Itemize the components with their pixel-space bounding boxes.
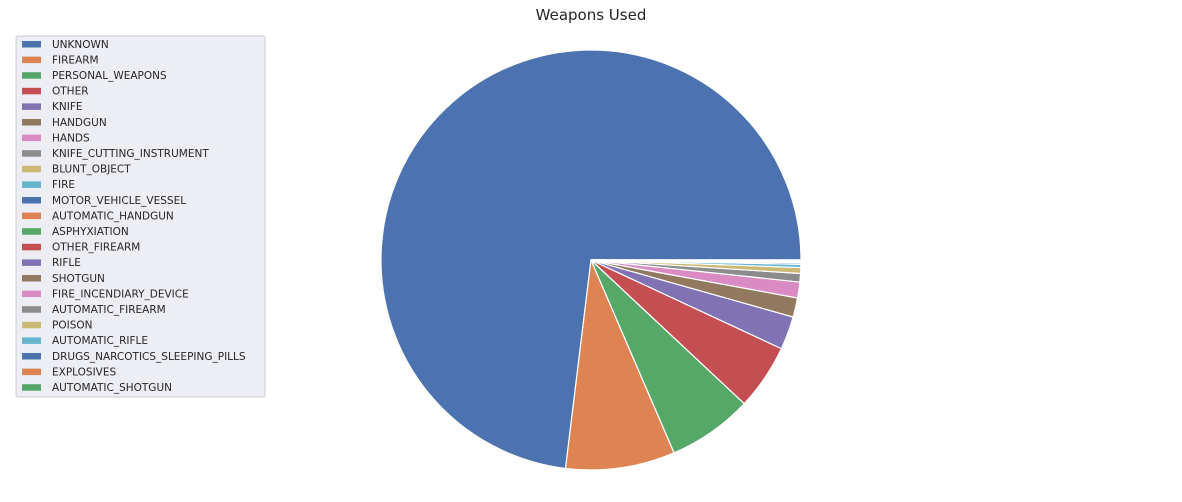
legend-label-hands: HANDS: [52, 132, 90, 144]
legend-swatch-unknown: [22, 41, 41, 48]
pie-slice-unknown: [380, 49, 802, 470]
legend-label-fire: FIRE: [52, 179, 75, 191]
legend-swatch-other-firearm: [22, 243, 41, 251]
legend-swatch-poison: [22, 321, 41, 329]
legend-swatch-knife-cutting-instrument: [22, 150, 41, 157]
legend-label-blunt-object: BLUNT_OBJECT: [52, 164, 131, 176]
legend-label-personal-weapons: PERSONAL_WEAPONS: [52, 70, 167, 82]
legend-label-poison: POISON: [52, 320, 92, 332]
legend-label-shotgun: SHOTGUN: [52, 273, 105, 285]
legend-swatch-asphyxiation: [22, 228, 41, 235]
legend-swatch-fire-incendiary-device: [22, 290, 41, 298]
legend-swatch-personal-weapons: [22, 72, 41, 79]
legend: UNKNOWN FIREARM PERSONAL_WEAPONS OTHER KNIFE…: [15, 35, 266, 398]
legend-label-automatic-handgun: AUTOMATIC_HANDGUN: [52, 210, 174, 222]
legend-swatch-shotgun: [22, 275, 41, 282]
legend-label-asphyxiation: ASPHYXIATION: [52, 226, 129, 238]
legend-label-unknown: UNKNOWN: [52, 39, 109, 51]
pie-slices: [380, 49, 802, 471]
legend-swatch-drugs-narcotics-sleeping-pills: [22, 353, 41, 360]
legend-label-firearm: FIREARM: [52, 54, 99, 66]
legend-label-knife-cutting-instrument: KNIFE_CUTTING_INSTRUMENT: [52, 148, 209, 160]
chart-title: Weapons Used: [535, 6, 647, 24]
legend-label-motor-vehicle-vessel: MOTOR_VEHICLE_VESSEL: [52, 195, 186, 207]
legend-label-automatic-firearm: AUTOMATIC_FIREARM: [52, 304, 166, 316]
pie-slice-firearm: [564, 259, 675, 471]
legend-swatch-fire: [22, 181, 41, 188]
legend-swatch-automatic-rifle: [22, 337, 41, 344]
legend-swatch-automatic-shotgun: [22, 384, 41, 391]
legend-swatch-hands: [22, 134, 41, 142]
legend-label-knife: KNIFE: [52, 101, 83, 113]
legend-label-automatic-rifle: AUTOMATIC_RIFLE: [52, 335, 148, 347]
legend-label-other-firearm: OTHER_FIREARM: [52, 242, 140, 254]
legend-swatch-automatic-handgun: [22, 212, 41, 220]
legend-label-handgun: HANDGUN: [52, 117, 107, 129]
legend-label-automatic-shotgun: AUTOMATIC_SHOTGUN: [52, 382, 172, 394]
legend-label-drugs-narcotics-sleeping-pills: DRUGS_NARCOTICS_SLEEPING_PILLS: [52, 351, 246, 363]
legend-swatch-blunt-object: [22, 165, 41, 173]
legend-swatch-explosives: [22, 368, 41, 376]
legend-swatch-motor-vehicle-vessel: [22, 197, 41, 204]
legend-label-fire-incendiary-device: FIRE_INCENDIARY_DEVICE: [52, 288, 189, 300]
legend-swatch-rifle: [22, 259, 41, 266]
legend-swatch-other: [22, 87, 41, 95]
legend-frame: [15, 35, 266, 398]
legend-label-rifle: RIFLE: [52, 257, 81, 269]
legend-label-explosives: EXPLOSIVES: [52, 366, 116, 378]
legend-swatch-handgun: [22, 119, 41, 126]
legend-label-other: OTHER: [52, 86, 89, 98]
legend-swatch-knife: [22, 103, 41, 110]
legend-swatch-firearm: [22, 56, 41, 64]
legend-swatch-automatic-firearm: [22, 306, 41, 313]
